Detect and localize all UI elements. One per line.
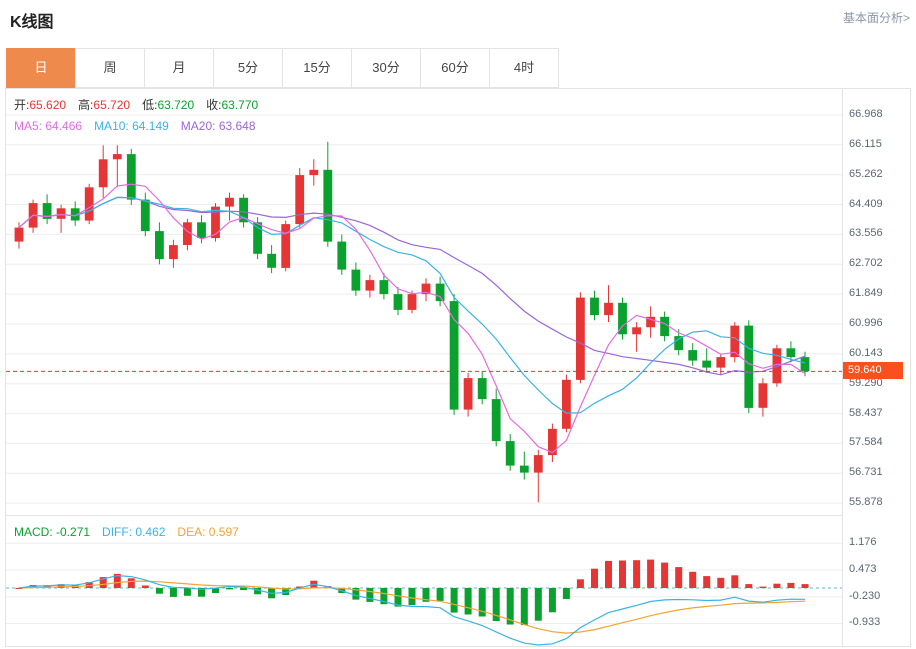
y-axis-tick: 1.176: [849, 536, 877, 548]
ma-row: MA5: 64.466 MA10: 64.149 MA20: 63.648: [14, 119, 270, 133]
y-axis-tick: 60.143: [849, 347, 883, 359]
ohlc-info-bar: 开:65.620 高:65.720 低:63.720 收:63.770 MA5: 64…: [14, 96, 270, 139]
y-axis-tick: 66.968: [849, 108, 883, 120]
close-label: 收:: [206, 98, 222, 112]
page-header: K线图 基本面分析>: [0, 0, 916, 44]
low-label: 低:: [142, 98, 158, 112]
open-value: 65.620: [29, 98, 67, 112]
y-axis-tick: 55.878: [849, 496, 883, 508]
macd-info-bar: MACD: -0.271 DIFF: 0.462 DEA: 0.597: [14, 525, 251, 539]
period-tab[interactable]: 月: [144, 48, 214, 88]
y-axis-tick: 56.731: [849, 466, 883, 478]
macd-histogram: [15, 559, 809, 626]
period-tab[interactable]: 4时: [489, 48, 559, 88]
ma20-value: 63.648: [218, 119, 256, 133]
close-value: 63.770: [221, 98, 259, 112]
ma20-label: MA20:: [180, 119, 216, 133]
y-axis-tick: 62.702: [849, 257, 883, 269]
open-label: 开:: [14, 98, 30, 112]
candles: [14, 141, 810, 503]
high-value: 65.720: [93, 98, 131, 112]
macd-chart[interactable]: [6, 516, 842, 646]
chart-container: 开:65.620 高:65.720 低:63.720 收:63.770 MA5: 64…: [5, 88, 911, 647]
ma5-value: 64.466: [45, 119, 83, 133]
y-axis-tick: 66.115: [849, 138, 882, 150]
current-price-badge: 59.640: [843, 362, 903, 379]
y-axis-tick: -0.933: [849, 616, 881, 628]
macd-label: MACD:: [14, 525, 53, 539]
macd-value: -0.271: [56, 525, 91, 539]
dea-label: DEA:: [177, 525, 206, 539]
y-axis-tick: 0.473: [849, 563, 877, 575]
y-axis-tick: 58.437: [849, 407, 883, 419]
period-tab[interactable]: 15分: [282, 48, 352, 88]
y-axis-tick: 59.290: [849, 377, 883, 389]
ma10-value: 64.149: [132, 119, 169, 133]
period-tab[interactable]: 5分: [213, 48, 283, 88]
diff-label: DIFF:: [102, 525, 133, 539]
y-axis-tick: 63.556: [849, 227, 883, 239]
y-axis-tick: 57.584: [849, 436, 883, 448]
low-value: 63.720: [157, 98, 195, 112]
fundamental-analysis-link[interactable]: 基本面分析>: [842, 11, 910, 25]
period-tab[interactable]: 30分: [351, 48, 421, 88]
page-title: K线图: [10, 14, 54, 31]
ma-lines: [18, 183, 806, 454]
y-axis-tick: 64.409: [849, 198, 883, 210]
y-axis-tick: 61.849: [849, 287, 883, 299]
period-tab[interactable]: 周: [75, 48, 145, 88]
ma10-label: MA10:: [94, 119, 129, 133]
candlestick-chart[interactable]: [6, 89, 842, 516]
macd-lines: [18, 574, 806, 646]
y-axis-tick: 60.996: [849, 317, 883, 329]
high-label: 高:: [78, 98, 94, 112]
period-tabbar: 日周月 5分 15分 30分 60分 4时: [6, 48, 559, 88]
y-axis-tick: -0.230: [849, 590, 881, 602]
period-tab[interactable]: 60分: [420, 48, 490, 88]
dea-value: 0.597: [208, 525, 239, 539]
ohlc-row: 开:65.620 高:65.720 低:63.720 收:63.770: [14, 96, 270, 113]
y-axis: 59.640 66.968 66.115 65.262 64.409 63.556 62.…: [842, 89, 909, 646]
period-tab[interactable]: 日: [6, 48, 76, 88]
y-axis-tick: 65.262: [849, 168, 883, 180]
diff-value: 0.462: [135, 525, 166, 539]
ma5-label: MA5:: [14, 119, 43, 133]
main-gridlines: [6, 114, 842, 504]
